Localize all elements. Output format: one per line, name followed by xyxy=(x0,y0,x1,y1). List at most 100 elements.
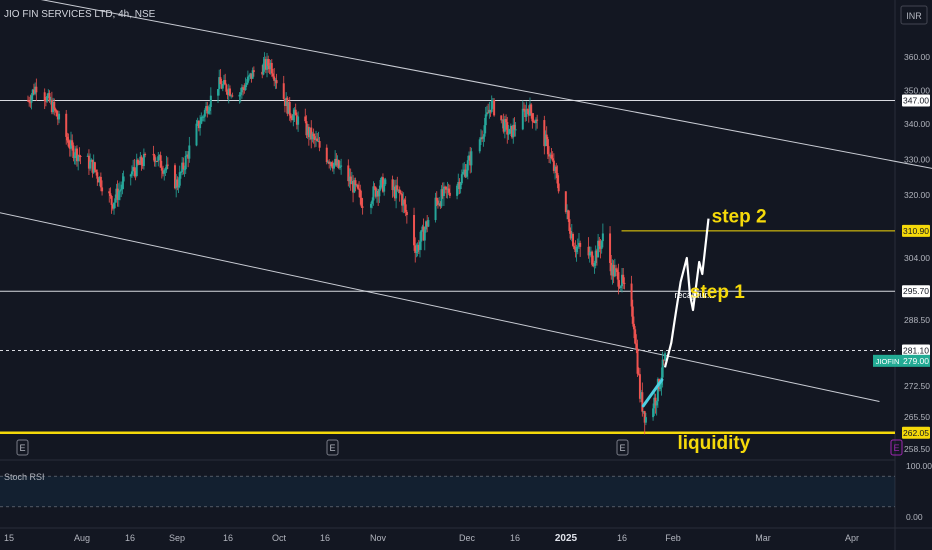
projection-drawing[interactable] xyxy=(641,218,710,408)
currency-box[interactable] xyxy=(900,5,928,25)
candle-body xyxy=(166,164,169,166)
candle-body xyxy=(197,120,200,129)
candle-body xyxy=(417,244,420,250)
ticker-tag[interactable] xyxy=(873,354,902,367)
earnings-marker-box[interactable] xyxy=(326,439,339,456)
candle-body xyxy=(479,137,482,140)
horizontal-levels[interactable] xyxy=(0,100,895,435)
candle-body xyxy=(331,166,334,169)
time-axis[interactable]: 15 Aug 16 Sep 16 Oct 16 Nov Dec 16 2025 16 Feb Mar Apr xyxy=(4,533,859,544)
candle-body xyxy=(136,159,139,164)
candle-body xyxy=(330,162,333,167)
cyan-arrow[interactable] xyxy=(641,378,664,408)
level-price-tag[interactable] xyxy=(902,224,930,237)
candle-body xyxy=(208,107,211,111)
candle-body xyxy=(248,75,251,77)
candle-body xyxy=(458,182,461,190)
candle-body xyxy=(644,417,647,423)
candle-body xyxy=(379,179,382,190)
candle-body xyxy=(526,109,529,111)
candle-body xyxy=(361,206,364,208)
candle-body xyxy=(92,162,95,173)
annotation-label[interactable]: liquidity xyxy=(677,433,750,454)
candle-body xyxy=(311,133,314,140)
price-axis[interactable]: 360.00 350.00 340.00 330.00 320.00 304.00 288.… xyxy=(873,52,932,522)
candle-body xyxy=(424,221,427,230)
time-tick-label: 16 xyxy=(510,533,520,543)
level-price-tag[interactable] xyxy=(902,344,930,357)
candle-body xyxy=(46,96,49,102)
candle-body xyxy=(635,343,638,349)
candle-body xyxy=(478,139,481,152)
candle-body xyxy=(355,184,358,186)
candle-body xyxy=(221,84,224,89)
candle-body xyxy=(659,384,662,390)
candle-body xyxy=(310,127,313,140)
candle-body xyxy=(468,155,471,161)
candle-body xyxy=(35,86,38,93)
earnings-marker-box[interactable] xyxy=(890,439,903,456)
price-tick-label: 258.50 xyxy=(904,444,930,454)
trend-line[interactable] xyxy=(0,211,880,402)
projection-line[interactable] xyxy=(663,218,710,368)
candle-body xyxy=(421,226,424,231)
time-tick-label: 16 xyxy=(125,533,135,543)
candle-body xyxy=(28,100,31,103)
candle-body xyxy=(348,176,351,182)
candle-body xyxy=(111,204,114,209)
candle-body xyxy=(158,155,161,157)
candle-body xyxy=(98,176,101,183)
candle-body xyxy=(252,70,255,72)
annotation-label[interactable]: recaptur... xyxy=(674,290,714,300)
candle-body xyxy=(358,188,361,190)
candle-body xyxy=(326,161,329,163)
price-tick-label: 330.00 xyxy=(904,155,930,165)
current-price-tag[interactable] xyxy=(902,354,930,367)
candle-body xyxy=(134,170,137,176)
candle-body xyxy=(173,165,176,189)
candle-body xyxy=(268,65,271,70)
annotation-label[interactable]: step 2 xyxy=(712,207,767,228)
candle-body xyxy=(446,188,449,190)
candle-body xyxy=(524,109,527,118)
candle-body xyxy=(511,125,514,138)
candle-body xyxy=(396,185,399,191)
candle-body xyxy=(543,120,546,147)
candle-body xyxy=(420,230,423,242)
earnings-marker-box[interactable] xyxy=(616,439,629,456)
candle-body xyxy=(588,252,591,256)
candle-body xyxy=(142,154,145,167)
candle-body xyxy=(359,189,362,198)
trend-line[interactable] xyxy=(0,0,932,170)
candle-body xyxy=(397,189,400,191)
earnings-marker-box[interactable] xyxy=(16,439,29,456)
level-price-tag[interactable] xyxy=(902,285,930,298)
candle-body xyxy=(162,170,165,174)
level-price-tag[interactable] xyxy=(902,426,930,439)
candle-body xyxy=(283,98,286,106)
candle-body xyxy=(307,126,310,138)
trend-lines[interactable] xyxy=(0,0,932,402)
candle-body xyxy=(250,73,253,79)
candle-body xyxy=(507,133,510,135)
candle-body xyxy=(514,129,517,131)
annotation-label[interactable]: step 1 xyxy=(690,282,745,303)
level-price-tag[interactable] xyxy=(902,94,930,107)
candle-body xyxy=(574,248,577,253)
candle-body xyxy=(315,138,318,140)
earnings-marker-label: E xyxy=(893,443,899,453)
candle-body xyxy=(370,203,373,208)
candle-body xyxy=(373,186,376,188)
candle-body xyxy=(293,109,296,115)
time-tick-label: Dec xyxy=(459,533,476,543)
candle-body xyxy=(347,165,350,182)
candle-body xyxy=(141,164,144,167)
price-tick-label: 304.00 xyxy=(904,253,930,263)
candle-body xyxy=(71,140,74,146)
candle-body xyxy=(427,220,430,227)
candle-body xyxy=(227,88,230,96)
candle-body xyxy=(199,123,202,129)
